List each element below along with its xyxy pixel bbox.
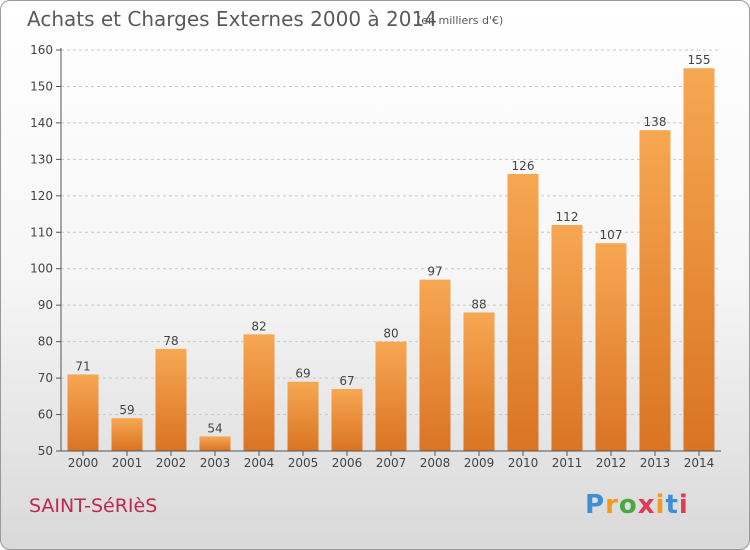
chart-title: Achats et Charges Externes 2000 à 2014: [27, 7, 437, 31]
bar-2014: [683, 68, 715, 452]
data-labels: 71 59 78 54 82 69 67 80 97 88 126 112 107 138 155: [75, 53, 710, 435]
y-tick-label: 130: [30, 152, 53, 166]
data-label-2012: 107: [600, 228, 623, 242]
x-tick-label-2013: 2013: [640, 456, 671, 470]
x-tick-label-2004: 2004: [244, 456, 275, 470]
bar-2005: [287, 381, 319, 451]
data-label-2007: 80: [383, 327, 398, 341]
y-tick-label: 150: [30, 79, 53, 93]
bar-2007: [375, 341, 407, 451]
data-label-2013: 138: [644, 115, 667, 129]
y-tick-label: 50: [38, 444, 53, 458]
y-tick-label: 140: [30, 116, 53, 130]
logo-letter: r: [605, 490, 619, 520]
data-label-2011: 112: [556, 210, 579, 224]
place-name: SAINT-SéRIèS: [29, 495, 158, 517]
data-label-2004: 82: [251, 319, 266, 333]
data-label-2003: 54: [207, 421, 222, 435]
data-label-2005: 69: [295, 367, 310, 381]
x-tick-label-2010: 2010: [508, 456, 539, 470]
x-tick-label-2005: 2005: [288, 456, 319, 470]
logo-letter: t: [665, 490, 679, 520]
logo-letter: i: [678, 490, 689, 520]
bars: [67, 68, 715, 452]
x-tick-label-2014: 2014: [684, 456, 715, 470]
data-label-2014: 155: [688, 53, 711, 67]
x-tick-label-2000: 2000: [68, 456, 99, 470]
bar-2013: [639, 130, 671, 451]
data-label-2006: 67: [339, 374, 354, 388]
x-tick-label-2003: 2003: [200, 456, 231, 470]
bar-2000: [67, 374, 99, 451]
logo-letter: x: [637, 490, 656, 520]
logo-letter: i: [655, 490, 666, 520]
x-tick-label-2008: 2008: [420, 456, 451, 470]
bar-2006: [331, 389, 363, 451]
axes: 50 60 70 80 90 100 110 120 130 140 150 160 2000 2001 2…: [30, 43, 721, 470]
logo-letter: P: [585, 490, 606, 520]
y-tick-label: 100: [30, 262, 53, 276]
chart-unit: (en milliers d'€): [417, 14, 504, 27]
x-tick-label-2011: 2011: [552, 456, 583, 470]
y-tick-label: 110: [30, 225, 53, 239]
data-label-2009: 88: [471, 297, 486, 311]
data-label-2000: 71: [75, 359, 90, 373]
data-label-2010: 126: [512, 159, 535, 173]
bar-2001: [111, 418, 143, 451]
data-label-2008: 97: [427, 265, 442, 279]
bar-2002: [155, 348, 187, 451]
bar-2009: [463, 312, 495, 451]
y-tick-label: 60: [38, 408, 53, 422]
x-tick-label-2002: 2002: [156, 456, 187, 470]
y-tick-label: 80: [38, 335, 53, 349]
bar-2010: [507, 173, 539, 452]
bar-2003: [199, 436, 231, 451]
y-tick-label: 90: [38, 298, 53, 312]
bar-2011: [551, 224, 583, 451]
logo-letter: o: [618, 490, 638, 520]
y-tick-label: 70: [38, 371, 53, 385]
x-tick-label-2001: 2001: [112, 456, 143, 470]
bar-2012: [595, 243, 627, 451]
data-label-2002: 78: [163, 334, 178, 348]
y-tick-label: 120: [30, 189, 53, 203]
x-tick-label-2009: 2009: [464, 456, 495, 470]
x-tick-label-2007: 2007: [376, 456, 407, 470]
proxiti-logo: Proxiti: [585, 490, 689, 520]
x-tick-label-2012: 2012: [596, 456, 627, 470]
y-tick-label: 160: [30, 43, 53, 57]
x-tick-label-2006: 2006: [332, 456, 363, 470]
data-label-2001: 59: [119, 403, 134, 417]
bar-2004: [243, 334, 275, 451]
bar-2008: [419, 279, 451, 451]
